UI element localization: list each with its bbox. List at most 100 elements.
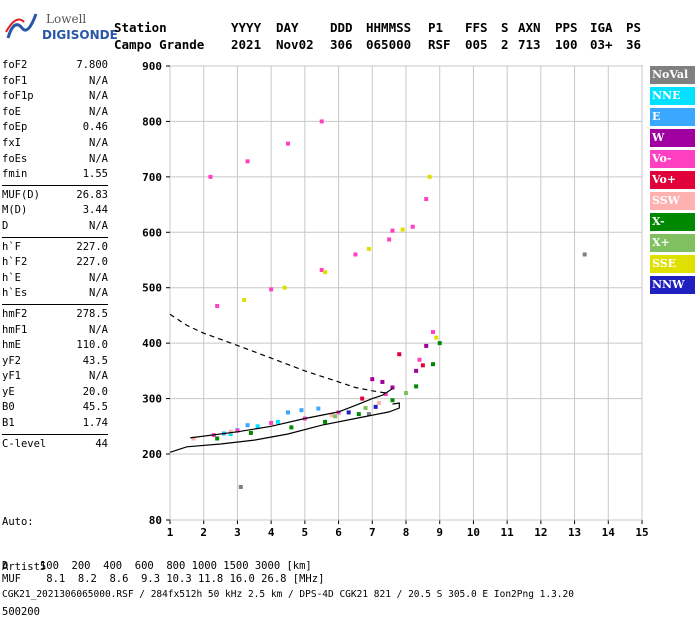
echo-point [373, 404, 378, 409]
param-label: M(D) [2, 204, 28, 217]
header-iga-value: 03+ [590, 37, 613, 52]
x-tick-label: 14 [602, 526, 616, 539]
param-label: MUF(D) [2, 188, 40, 201]
param-label: hmF2 [2, 307, 28, 320]
header-pps-value: 100 [555, 37, 578, 52]
header-station-value: Campo Grande [114, 37, 205, 52]
param-label: fxI [2, 136, 21, 149]
footer-d-line: D 100 200 400 600 800 1000 1500 3000 [km… [2, 560, 312, 572]
echo-point [404, 391, 408, 396]
header-ps-label: PS [626, 20, 642, 35]
auto-label: Auto: [2, 516, 34, 528]
legend-item: X- [650, 213, 695, 231]
param-value: 227.0 [76, 256, 108, 269]
header-time-label: HHMMSS [366, 20, 412, 35]
dashed-line [169, 313, 386, 394]
y-tick-label: 800 [142, 115, 162, 128]
echo-point [380, 379, 385, 384]
echo-point [208, 174, 213, 179]
x-tick-label: 3 [234, 526, 241, 539]
param-label: h`Es [2, 287, 28, 300]
param-value: 227.0 [76, 240, 108, 253]
echo-point [424, 343, 429, 348]
echo-point [437, 341, 442, 346]
param-label: foF1 [2, 74, 28, 87]
param-separator [2, 236, 108, 238]
profile-line [169, 402, 400, 453]
echo-point [390, 398, 395, 403]
param-row: fxI N/A [2, 136, 108, 152]
auto-version: 500200 [2, 606, 40, 618]
echo-point [366, 246, 371, 251]
echo-point [383, 392, 388, 397]
echo-point [329, 413, 334, 418]
x-tick-label: 9 [436, 526, 443, 539]
param-value: 0.46 [82, 121, 108, 134]
legend-item: NNW [650, 276, 695, 294]
echo-point [420, 363, 425, 368]
echo-point [235, 428, 240, 433]
x-tick-label: 11 [501, 526, 515, 539]
echo-point [238, 485, 243, 489]
auto-artist: Artist5 [2, 561, 47, 573]
param-value: 20.0 [82, 385, 108, 398]
echo-point [414, 384, 419, 389]
param-row: fmin 1.55 [2, 167, 108, 183]
header-ps-value: 36 [626, 37, 642, 52]
header-ffs-value: 005 [465, 37, 488, 52]
param-value: N/A [89, 370, 108, 383]
param-label: h`E [2, 271, 21, 284]
logo-bottom-text: DIGISONDE [42, 28, 118, 42]
header-axn-label: AXN [518, 20, 541, 35]
footer-file-line: CGK21_2021306065000.RSF / 284fx512h 50 k… [2, 589, 574, 600]
echo-point [245, 159, 250, 164]
y-tick-label: 600 [142, 226, 162, 239]
x-tick-label: 1 [167, 526, 174, 539]
param-row: hmF1 N/A [2, 323, 108, 339]
echo-point [427, 174, 432, 179]
echo-point [319, 267, 324, 272]
header-ddd-label: DDD [330, 20, 353, 35]
header-ffs-label: FFS [465, 20, 488, 35]
param-row: h`F 227.0 [2, 240, 108, 256]
echo-point [289, 425, 294, 430]
param-value: N/A [89, 323, 108, 336]
echo-point [242, 297, 247, 302]
param-value: 45.5 [82, 401, 108, 414]
param-label: fmin [2, 168, 28, 181]
legend-item: Vo+ [650, 171, 695, 189]
param-value: 1.55 [82, 168, 108, 181]
echo-point [286, 141, 290, 146]
param-label: h`F [2, 240, 21, 253]
param-row: M(D) 3.44 [2, 203, 108, 219]
echo-point [353, 252, 358, 257]
echo-point [410, 224, 415, 229]
header-day-value: Nov02 [276, 37, 314, 52]
echo-point [228, 432, 233, 437]
echo-point [400, 227, 405, 232]
digisonde-logo: Lowell DIGISONDE [4, 8, 118, 48]
param-value: N/A [89, 90, 108, 103]
y-tick-label: 500 [142, 282, 162, 295]
echo-point [356, 412, 361, 417]
param-value: 7.800 [76, 59, 108, 71]
x-tick-label: 2 [200, 526, 207, 539]
y-tick-label: 80 [149, 514, 162, 527]
echo-point [397, 352, 402, 357]
param-label: foF2 [2, 59, 28, 71]
x-tick-label: 8 [403, 526, 410, 539]
echo-point [366, 412, 371, 417]
param-label: foEs [2, 152, 28, 165]
echo-point [346, 410, 351, 415]
param-value: N/A [89, 219, 108, 232]
param-row: yF2 43.5 [2, 354, 108, 370]
x-tick-label: 6 [335, 526, 342, 539]
echo-point [319, 119, 324, 124]
param-label: hmE [2, 339, 21, 352]
param-label: yF1 [2, 370, 21, 383]
echo-point [582, 252, 587, 257]
param-row: yF1 N/A [2, 369, 108, 385]
param-row: h`Es N/A [2, 286, 108, 302]
header-ddd-value: 306 [330, 37, 353, 52]
echo-point [275, 419, 280, 424]
